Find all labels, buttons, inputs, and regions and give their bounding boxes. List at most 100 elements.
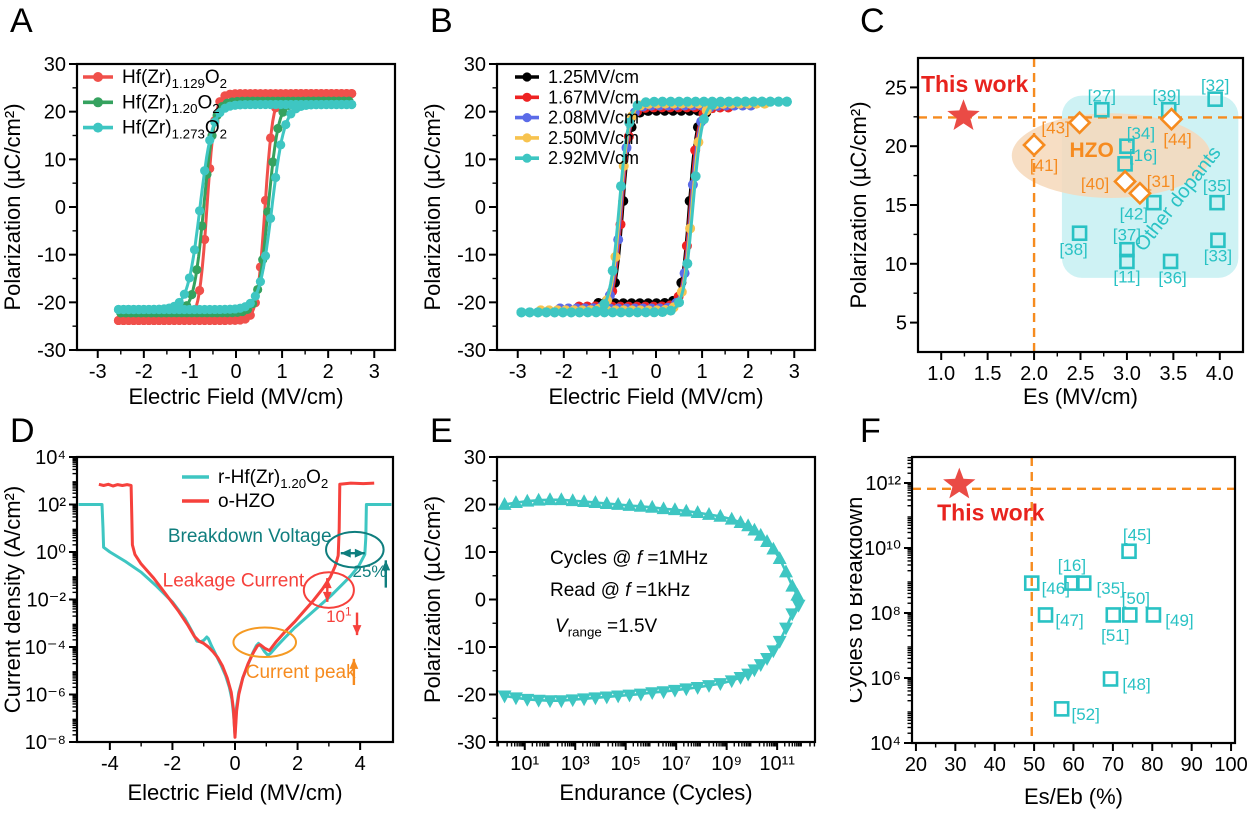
ref-label: [33] — [1204, 246, 1232, 265]
y-tick-label: -20 — [457, 685, 486, 707]
x-tick-label: 10¹¹ — [759, 753, 795, 775]
arrowhead — [381, 560, 391, 571]
hysteresis-loop — [113, 99, 357, 315]
y-tick-label: 10 — [464, 542, 486, 564]
x-axis-title: Electric Field (MV/cm) — [128, 384, 343, 409]
annotation-arrow — [352, 612, 362, 636]
triangle-up-marker — [565, 493, 580, 507]
triangle-down-marker — [599, 691, 614, 705]
y-axis-title: Cycles to Breakdown — [850, 497, 867, 704]
x-axis-title: Electric Field (MV/cm) — [548, 384, 763, 409]
y-axis-title: Current density (A/cm²) — [0, 486, 25, 713]
square-marker — [1105, 607, 1122, 623]
y-tick-label: 10⁴ — [870, 733, 901, 755]
triangle-up-marker — [508, 495, 523, 508]
x-tick-label: 90 — [1181, 754, 1203, 776]
y-tick-label: 10¹² — [865, 473, 901, 495]
triangle-down-marker — [645, 687, 660, 701]
y-tick-label: 10⁻⁶ — [25, 685, 66, 707]
triangle-up-marker — [656, 501, 671, 515]
triangle-down-marker — [588, 692, 603, 706]
circle-marker — [698, 96, 709, 107]
triangle-up-marker — [497, 497, 512, 510]
x-tick-label: -4 — [101, 753, 119, 775]
panel-e-plot: Cycles @ f =1MHz Read @ f =1kHz Vrange =1.… — [420, 447, 817, 805]
circle-marker — [690, 171, 701, 182]
x-tick-label: 10³ — [561, 753, 590, 775]
x-tick-label: 2 — [323, 361, 334, 383]
panel-f-plot: [45] [46] [16] [35] [47] [51] [50] [49] [48] [52]… — [850, 455, 1248, 809]
circle-marker — [194, 285, 205, 296]
triangle-down-marker — [747, 664, 762, 678]
ref-label: [42] — [1120, 205, 1148, 224]
diamond-marker — [1128, 181, 1152, 206]
annotation-text: Leakage Current — [163, 570, 305, 591]
axes: 10¹ 10³ 10⁵ 10⁷ 10⁹ 10¹¹ -30 -20 -10 0 10 20 30 Endur… — [420, 447, 817, 805]
y-tick-label: -30 — [457, 732, 486, 754]
legend-label: o-HZO — [218, 491, 275, 512]
x-tick-label: 70 — [1102, 754, 1124, 776]
ref-label: [52] — [1072, 705, 1100, 724]
circle-marker — [748, 96, 759, 107]
annotation-text: Current peak — [246, 662, 356, 683]
arrowhead — [354, 548, 365, 558]
triangle-up-marker — [724, 511, 739, 525]
circle-marker — [250, 291, 260, 301]
annotation-text: Vrange =1.5V — [555, 616, 657, 640]
triangle-down-marker — [543, 695, 557, 709]
square-marker — [1119, 138, 1135, 154]
circle-marker — [607, 265, 618, 276]
ref-label: [47] — [1055, 611, 1083, 630]
legend-label: r-Hf(Zr)1.20O2 — [218, 467, 328, 491]
ref-label: [31] — [1147, 172, 1175, 191]
annotation-ellipse — [325, 530, 385, 569]
circle-marker — [674, 96, 685, 107]
panel-b: B 1.25MV/cm 1.67MV/cm 2.08MV/cm 2.50MV/cm 2.… — [420, 0, 850, 410]
x-tick-label: 10⁵ — [610, 753, 641, 775]
ref-label: [46] — [1042, 579, 1070, 598]
scatter-point-[35]: [35] — [1203, 177, 1231, 211]
x-tick-label: 3 — [369, 361, 380, 383]
legend-label: Hf(Zr)1.20O2 — [122, 92, 220, 116]
circle-marker — [740, 96, 751, 107]
scatter-point-[48]: [48] — [1102, 671, 1151, 694]
x-tick-label: 2.0 — [1020, 363, 1048, 385]
triangle-down-marker — [791, 599, 806, 613]
square-marker — [1102, 671, 1119, 687]
annotation-ellipse — [302, 571, 355, 609]
ref-label: [27] — [1088, 87, 1116, 106]
arrowhead — [322, 591, 332, 602]
scatter-point-[27]: [27] — [1088, 87, 1116, 118]
x-tick-label: 4 — [355, 753, 366, 775]
y-tick-label: 10⁻⁸ — [25, 732, 66, 754]
x-axis-title: Es/Eb (%) — [1024, 784, 1123, 809]
this-work-star — [943, 467, 976, 499]
circle-marker — [516, 307, 527, 318]
circle-marker — [541, 307, 552, 318]
circle-marker — [268, 157, 278, 167]
ref-label: [35] — [1097, 579, 1125, 598]
y-tick-label: -30 — [37, 340, 66, 362]
triangle-down-marker — [577, 693, 592, 707]
legend-item: 1.25MV/cm — [515, 67, 639, 87]
scatter-point-[44]: [44] — [1159, 107, 1192, 149]
panel-a-plot: Hf(Zr)1.129O2Hf(Zr)1.20O2Hf(Zr)1.273O2-3… — [0, 54, 397, 409]
legend-label: 2.92MV/cm — [548, 148, 639, 168]
circle-marker — [649, 307, 660, 318]
square-marker — [1053, 701, 1070, 717]
scatter-point-[42]: [42] — [1120, 194, 1162, 224]
circle-marker — [245, 298, 255, 308]
y-tick-label: 10⁻⁴ — [25, 637, 66, 659]
circle-marker — [557, 307, 568, 318]
ref-label: [39] — [1153, 87, 1181, 106]
x-axis-title: Electric Field (MV/cm) — [127, 780, 342, 805]
triangle-up-marker — [702, 507, 716, 520]
scatter-point-[41]: [41] — [1022, 133, 1058, 175]
arrowhead — [340, 548, 351, 558]
endurance-series — [497, 492, 806, 709]
axes: -4 -2 0 2 4 10⁻⁸ 10⁻⁶ 10⁻⁴ 10⁻² 10⁰ 10² 10⁴ Electric… — [0, 447, 395, 805]
y-tick-label: 20 — [44, 102, 66, 124]
scatter-point-[47]: [47] — [1037, 607, 1084, 630]
